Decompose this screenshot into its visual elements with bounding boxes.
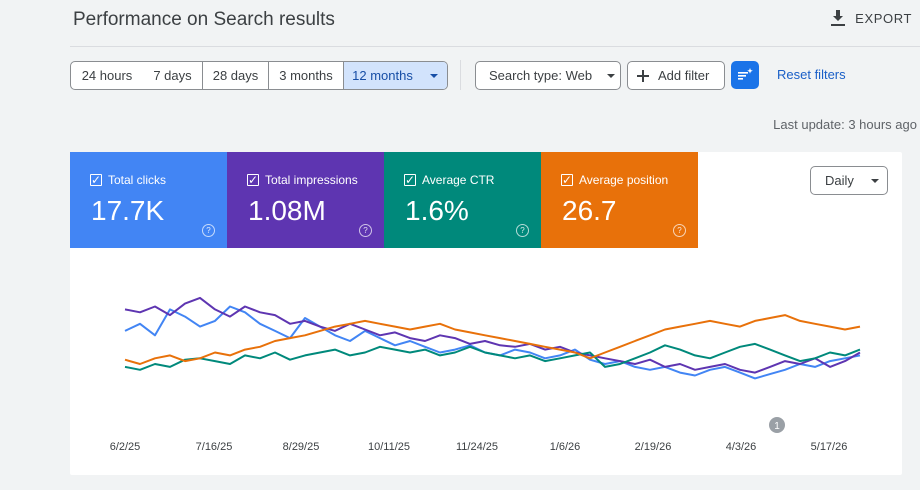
range-12-months[interactable]: 12 months [343, 62, 447, 89]
help-icon[interactable]: ? [673, 224, 686, 237]
metric-value: 17.7K [91, 195, 165, 226]
granularity-label: Daily [825, 173, 854, 188]
header-divider [70, 46, 920, 47]
reset-filters-link[interactable]: Reset filters [777, 67, 846, 82]
x-tick-label: 1/6/26 [550, 441, 581, 453]
help-icon[interactable]: ? [202, 224, 215, 237]
metric-tile-ctr[interactable]: ✓ Average CTR 1.6% ? [384, 152, 541, 248]
range-12-months-label: 12 months [352, 68, 413, 83]
checkbox-checked-icon: ✓ [561, 173, 573, 187]
x-tick-label: 8/29/25 [283, 441, 320, 453]
checkbox-checked-icon: ✓ [404, 173, 416, 187]
filter-settings-button[interactable] [731, 61, 759, 89]
metric-label: ✓ Total impressions [247, 173, 358, 187]
export-button[interactable]: EXPORT [831, 10, 912, 26]
filters-divider [460, 60, 461, 90]
checkbox-checked-icon: ✓ [247, 173, 259, 187]
metric-tile-impressions[interactable]: ✓ Total impressions 1.08M ? [227, 152, 384, 248]
x-tick-label: 6/2/25 [110, 441, 141, 453]
caret-down-icon [607, 73, 616, 78]
add-filter-label: Add filter [658, 68, 710, 83]
x-tick-label: 4/3/26 [726, 441, 757, 453]
metric-label: ✓ Total clicks [90, 173, 167, 187]
tune-sparkle-icon [738, 68, 753, 80]
search-type-dropdown[interactable]: Search type: Web [475, 61, 621, 90]
plus-icon [637, 69, 649, 82]
annotation-badge[interactable]: 1 [769, 417, 785, 433]
x-tick-label: 11/24/25 [456, 441, 498, 453]
annotation-badge-label: 1 [774, 421, 780, 432]
page-title: Performance on Search results [73, 9, 335, 30]
range-28-days[interactable]: 28 days [202, 62, 268, 89]
range-24-hours[interactable]: 24 hours [81, 68, 133, 83]
x-tick-label: 7/16/25 [196, 441, 233, 453]
help-icon[interactable]: ? [359, 224, 372, 237]
page-header: Performance on Search results EXPORT [0, 0, 920, 46]
export-label: EXPORT [855, 10, 912, 26]
annotation-badge-circle [769, 417, 785, 433]
search-type-label: Search type: Web [489, 68, 593, 83]
metric-label: ✓ Average position [561, 173, 669, 187]
last-update-text: Last update: 3 hours ago [773, 117, 917, 132]
caret-down-icon [870, 178, 879, 183]
granularity-dropdown[interactable]: Daily [810, 166, 888, 195]
x-tick-label: 10/11/25 [368, 441, 410, 453]
caret-down-icon [429, 73, 438, 78]
add-filter-button[interactable]: Add filter [627, 61, 725, 90]
series-line-average-position [124, 314, 861, 365]
x-tick-label: 2/19/26 [635, 441, 672, 453]
help-icon[interactable]: ? [516, 224, 529, 237]
metric-label: ✓ Average CTR [404, 173, 495, 187]
series-line-total-impressions [124, 296, 861, 374]
checkbox-checked-icon: ✓ [90, 173, 102, 187]
metric-tile-clicks[interactable]: ✓ Total clicks 17.7K ? [70, 152, 227, 248]
metric-tile-position[interactable]: ✓ Average position 26.7 ? [541, 152, 698, 248]
x-tick-label: 5/17/26 [811, 441, 848, 453]
metric-value: 26.7 [562, 195, 617, 226]
range-7-days[interactable]: 7 days [153, 68, 192, 83]
series-line-average-ctr [124, 342, 861, 371]
metric-value: 1.6% [405, 195, 469, 226]
date-range-selector: 24 hours 7 days 28 days 3 months 12 mont… [70, 61, 448, 90]
metric-value: 1.08M [248, 195, 326, 226]
download-icon [831, 10, 846, 26]
range-3-months[interactable]: 3 months [268, 62, 343, 89]
